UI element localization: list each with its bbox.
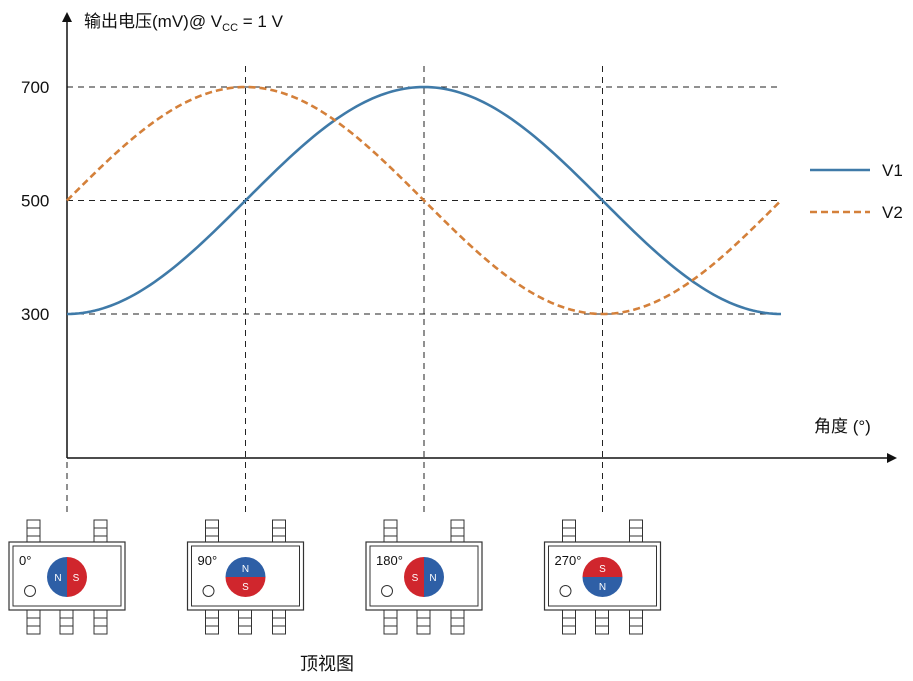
angle-label: 180°	[376, 553, 403, 568]
magnet-north-label: N	[599, 582, 606, 593]
series-line-v2	[66, 85, 782, 316]
grid-lines	[66, 66, 781, 512]
pin	[629, 519, 643, 545]
magnet-north-half	[582, 577, 623, 597]
y-tick-label: 700	[21, 78, 49, 97]
magnet-south-half	[582, 557, 623, 577]
pin	[272, 519, 286, 545]
pin1-marker	[202, 585, 215, 597]
y-tick-label: 300	[21, 305, 49, 324]
angle-label: 270°	[555, 553, 582, 568]
pin	[238, 609, 252, 635]
magnet-north-half	[225, 557, 266, 577]
y-tick-labels: 300 500 700	[21, 78, 49, 324]
pin	[416, 609, 431, 635]
pin	[93, 609, 108, 635]
pin1-marker	[24, 585, 36, 597]
pin	[26, 519, 41, 545]
pin	[59, 609, 74, 635]
magnet-north-label: N	[429, 573, 436, 584]
pin	[562, 609, 576, 635]
magnet: NS	[225, 557, 266, 597]
pin1-marker	[559, 585, 572, 597]
magnet-north-half	[47, 557, 67, 597]
magnet: NS	[404, 557, 444, 597]
magnet-south-label: S	[242, 582, 249, 593]
sensor-package: 270°NS	[543, 519, 662, 635]
x-axis-label: 角度 (°)	[814, 417, 871, 436]
pin	[383, 609, 398, 635]
pin	[205, 519, 219, 545]
sensor-package: 90° NS	[186, 519, 305, 635]
magnet-south-label: S	[412, 573, 419, 584]
angle-label: 90°	[198, 553, 218, 568]
magnet-south-label: S	[599, 564, 606, 575]
sensor-package: 0°N S	[8, 519, 126, 635]
sensor-package: 180°NS	[365, 519, 483, 635]
angle-label: 0°	[19, 553, 31, 568]
pin	[383, 519, 398, 545]
magnet: NS	[582, 557, 623, 597]
pin	[629, 609, 643, 635]
legend-label-v1: V1	[882, 161, 903, 180]
y-axis-label: 输出电压(mV)@ VCC = 1 V	[84, 12, 284, 34]
caption: 顶视图	[300, 654, 354, 674]
pin	[26, 609, 41, 635]
pin	[272, 609, 286, 635]
magnet-north-half	[424, 557, 444, 597]
legend-label-v2: V2	[882, 203, 903, 222]
pin	[93, 519, 108, 545]
pin	[205, 609, 219, 635]
magnet-south-half	[67, 557, 87, 597]
pin	[450, 519, 465, 545]
pin	[450, 609, 465, 635]
pin1-marker	[381, 585, 393, 597]
y-tick-label: 500	[21, 192, 49, 211]
axes	[62, 12, 897, 463]
magnet-south-label: S	[73, 573, 80, 584]
pin	[562, 519, 576, 545]
magnet-north-label: N	[242, 564, 249, 575]
series-line-v1	[66, 85, 782, 316]
legend: V1 V2	[810, 161, 903, 222]
magnet-south-half	[404, 557, 424, 597]
magnet-south-half	[225, 577, 266, 597]
series-lines	[66, 85, 782, 316]
magnet-north-label: N	[54, 573, 61, 584]
pin	[595, 609, 609, 635]
